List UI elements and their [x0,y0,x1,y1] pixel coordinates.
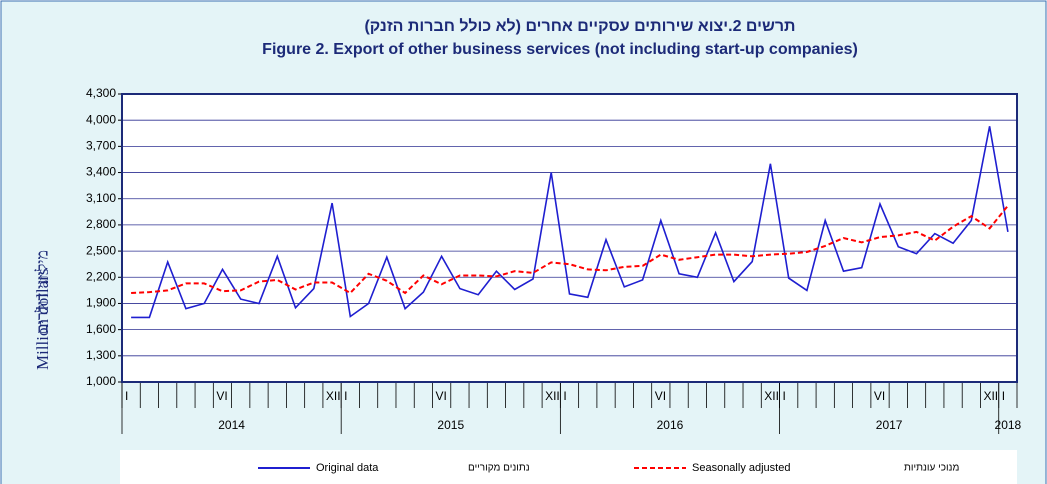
legend [120,450,1017,484]
y-tick-label: 4,300 [86,86,116,100]
y-axis-title: Million dollars [33,268,52,370]
year-label: 2015 [437,418,464,432]
year-label: 2018 [995,418,1022,432]
legend-label-he: מנוכי עונתיות [904,463,959,474]
y-tick-label: 2,500 [86,243,116,257]
y-tick-label: 4,000 [86,112,116,126]
data-line [131,126,1009,319]
year-label: 2017 [876,418,903,432]
y-tick-label: 2,800 [86,217,116,231]
legend-label-he: נתונים מקוריים [468,463,530,474]
y-tick-label: 3,700 [86,139,116,153]
plot-border [121,93,1018,383]
year-label: 2014 [218,418,245,432]
y-axis-title-he: מיליוני דולרים [34,250,52,334]
y-tick-label: 3,400 [86,165,116,179]
data-line [131,205,1009,295]
chart-title-he: תרשים 2.יצוא שירותים עסקיים אחרים (לא כו… [364,17,795,35]
y-tick-label: 2,200 [86,269,116,283]
y-tick-label: 1,000 [86,374,116,388]
x-tick-label: VI [216,389,227,403]
x-tick-label: I [1002,389,1005,403]
x-axis-area [120,382,1019,440]
plot-area [122,94,1017,382]
chart-title: Figure 2. Export of other business servi… [262,41,858,58]
x-tick-label: I [563,389,566,403]
year-label: 2016 [657,418,684,432]
x-tick-label: I [125,389,128,403]
x-tick-label: VI [874,389,885,403]
y-tick-label: 1,600 [86,322,116,336]
y-tick-label: 1,300 [86,348,116,362]
x-tick-label: VI [655,389,666,403]
x-tick-label: XII [983,389,998,403]
legend-label: Original data [316,462,379,474]
y-tick-label: 3,100 [86,191,116,205]
y-tick-label: 1,900 [86,296,116,310]
x-tick-label: VI [436,389,447,403]
x-tick-label: XII [764,389,779,403]
legend-label: Seasonally adjusted [692,462,790,474]
x-tick-label: I [344,389,347,403]
x-tick-label: XII [545,389,560,403]
x-tick-label: I [783,389,786,403]
x-tick-label: XII [326,389,341,403]
